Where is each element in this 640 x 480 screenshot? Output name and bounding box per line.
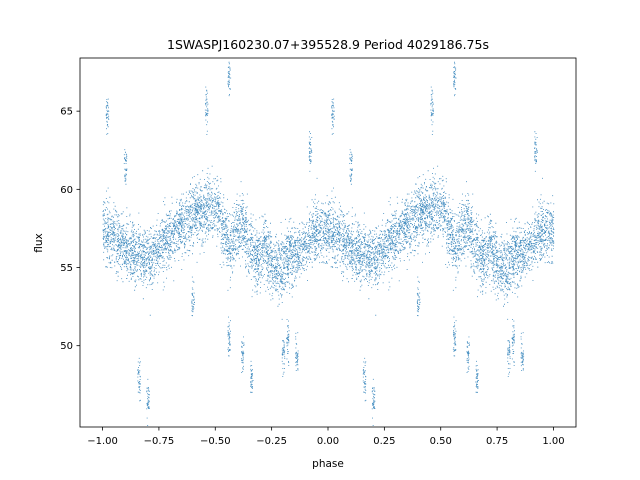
y-tick-label: 65: [60, 107, 73, 118]
x-tick-label: 0.75: [486, 436, 508, 447]
x-tick-label: −0.75: [144, 436, 175, 447]
y-axis: 50 55 60 65: [60, 107, 80, 352]
x-tick-label: −0.25: [256, 436, 287, 447]
x-axis-label: phase: [312, 458, 344, 470]
y-axis-label: flux: [33, 233, 45, 252]
x-tick-label: 0.50: [430, 436, 452, 447]
chart-title: 1SWASPJ160230.07+395528.9 Period 4029186…: [167, 37, 489, 52]
x-tick-label: 1.00: [542, 436, 564, 447]
y-tick-label: 50: [60, 341, 73, 352]
x-axis: −1.00 −0.75 −0.50 −0.25 0.00 0.25 0.50 0.75 1.00: [87, 427, 565, 447]
x-tick-label: 0.00: [317, 436, 339, 447]
y-tick-label: 60: [60, 185, 73, 196]
x-tick-label: −0.50: [200, 436, 231, 447]
y-tick-label: 55: [60, 263, 73, 274]
x-tick-label: −1.00: [87, 436, 118, 447]
x-tick-label: 0.25: [373, 436, 395, 447]
